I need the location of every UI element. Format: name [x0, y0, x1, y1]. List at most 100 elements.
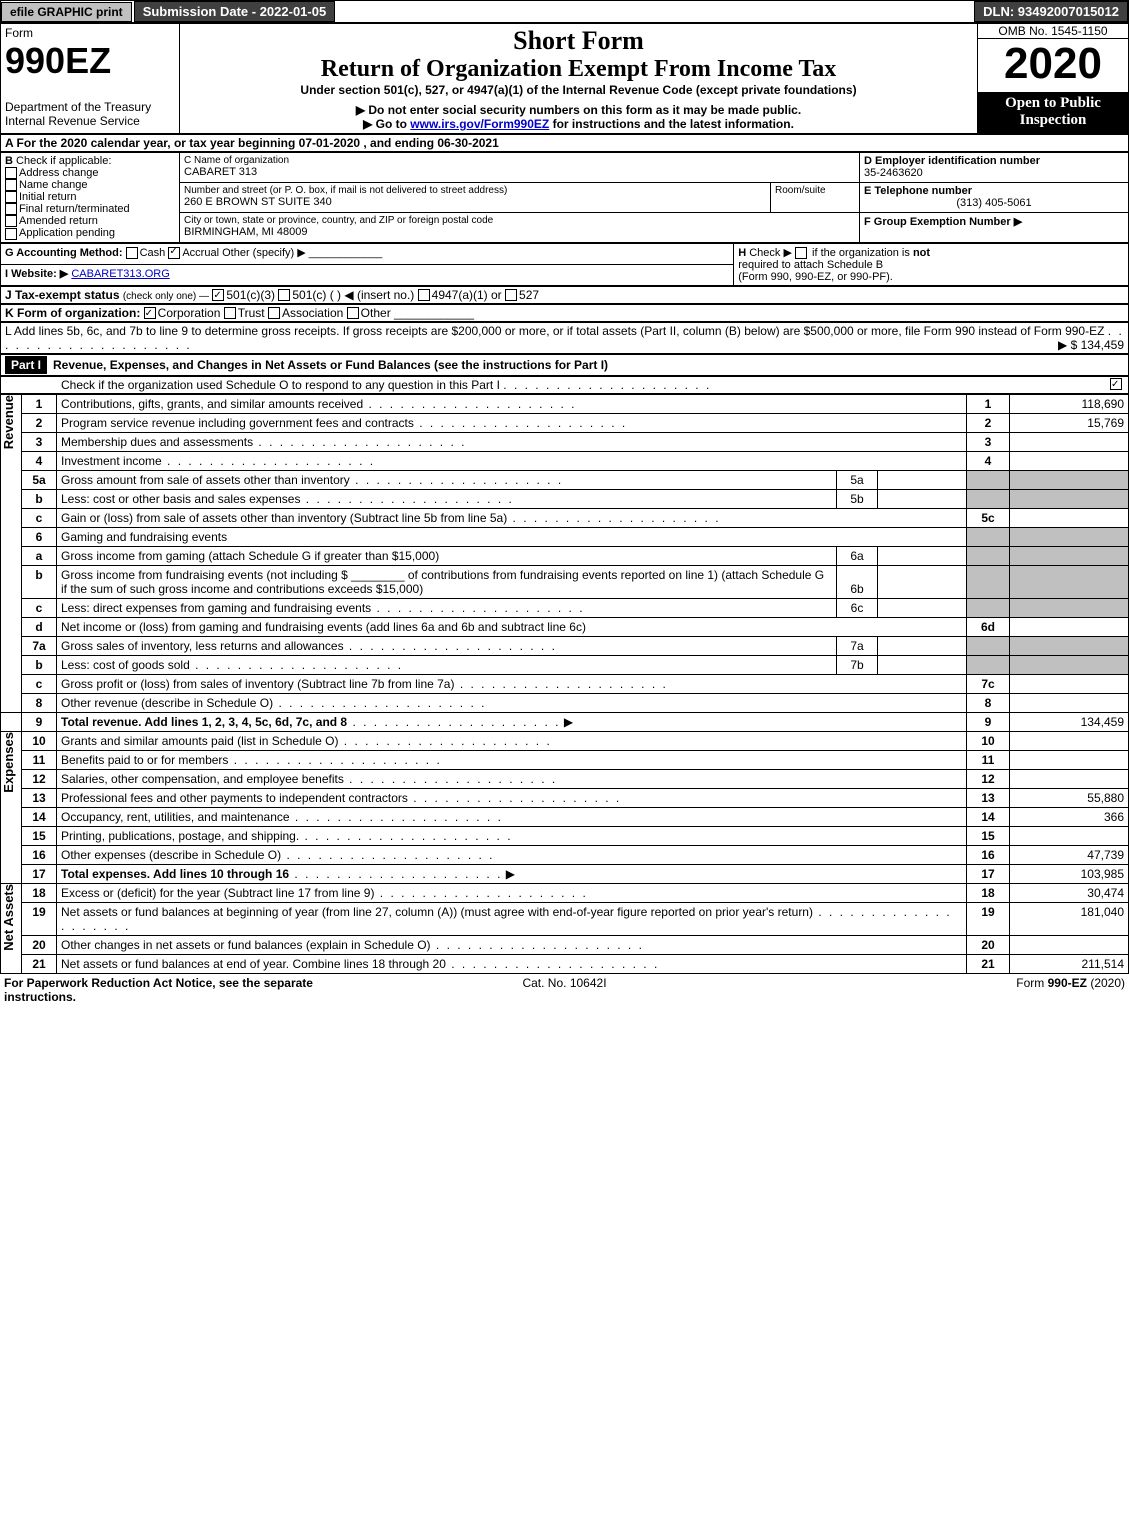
row-6c-num: c [22, 598, 57, 617]
row-5b-num: b [22, 489, 57, 508]
row-5a-subval [878, 470, 967, 489]
chk-schedule-b[interactable] [795, 247, 807, 259]
row-4-text: Investment income [61, 454, 162, 468]
row-13-text: Professional fees and other payments to … [61, 791, 408, 805]
org-name: CABARET 313 [184, 166, 855, 178]
row-8-ln: 8 [967, 693, 1010, 712]
opt-initial-return: Initial return [19, 191, 76, 203]
row-16-ln: 16 [967, 845, 1010, 864]
street-value: 260 E BROWN ST SUITE 340 [184, 196, 766, 208]
row-14-val: 366 [1010, 807, 1129, 826]
footer-right-post: (2020) [1087, 976, 1125, 990]
row-6a-sub: 6a [837, 546, 878, 565]
row-14-ln: 14 [967, 807, 1010, 826]
opt-accrual: Accrual [182, 247, 219, 259]
opt-app-pending: Application pending [19, 227, 115, 239]
row-6b-text1: Gross income from fundraising events (no… [61, 568, 348, 582]
part1-check-o: Check if the organization used Schedule … [0, 376, 1129, 394]
row-6d-text: Net income or (loss) from gaming and fun… [61, 620, 586, 634]
row-7c-val [1010, 674, 1129, 693]
chk-app-pending[interactable] [5, 228, 17, 240]
g-label: G Accounting Method: [5, 247, 123, 259]
chk-accrual[interactable] [168, 247, 180, 259]
ein-value: 35-2463620 [864, 167, 923, 179]
opt-address-change: Address change [19, 167, 99, 179]
chk-corp[interactable] [144, 307, 156, 319]
row-19-num: 19 [22, 902, 57, 935]
l-amount: ▶ $ 134,459 [1058, 338, 1124, 352]
part1-header: Part I Revenue, Expenses, and Changes in… [0, 354, 1129, 376]
chk-other-org[interactable] [347, 307, 359, 319]
row-21-val: 211,514 [1010, 954, 1129, 973]
row-11-ln: 11 [967, 750, 1010, 769]
goto-post: for instructions and the latest informat… [549, 117, 794, 131]
opt-final-return: Final return/terminated [19, 203, 130, 215]
goto-pre: ▶ Go to [363, 117, 410, 131]
chk-527[interactable] [505, 289, 517, 301]
row-16-num: 16 [22, 845, 57, 864]
row-7a-num: 7a [22, 636, 57, 655]
footer-right: Form 990-EZ (2020) [751, 976, 1125, 1004]
tax-year: 2020 [978, 39, 1128, 89]
row-6d-num: d [22, 617, 57, 636]
row-11-num: 11 [22, 750, 57, 769]
chk-initial-return[interactable] [5, 191, 17, 203]
top-bar: efile GRAPHIC print Submission Date - 20… [0, 0, 1129, 23]
row-2-ln: 2 [967, 413, 1010, 432]
check-if-applicable: Check if applicable: [16, 155, 111, 167]
row-14-num: 14 [22, 807, 57, 826]
chk-501c3[interactable] [212, 289, 224, 301]
row-19-ln: 19 [967, 902, 1010, 935]
chk-501c[interactable] [278, 289, 290, 301]
row-3-val [1010, 432, 1129, 451]
row-6-text: Gaming and fundraising events [57, 527, 967, 546]
chk-final-return[interactable] [5, 203, 17, 215]
row-4-ln: 4 [967, 451, 1010, 470]
row-10-ln: 10 [967, 731, 1010, 750]
row-6a-num: a [22, 546, 57, 565]
chk-amended[interactable] [5, 215, 17, 227]
box-b-label: B [5, 155, 13, 167]
chk-assoc[interactable] [268, 307, 280, 319]
row-15-num: 15 [22, 826, 57, 845]
row-3-num: 3 [22, 432, 57, 451]
main-title: Return of Organization Exempt From Incom… [184, 56, 973, 83]
row-5c-num: c [22, 508, 57, 527]
form-word: Form [5, 26, 175, 40]
website-link[interactable]: CABARET313.ORG [71, 268, 169, 280]
row-9-val: 134,459 [1010, 712, 1129, 731]
row-7c-num: c [22, 674, 57, 693]
chk-trust[interactable] [224, 307, 236, 319]
f-group-exemption: F Group Exemption Number ▶ [864, 216, 1022, 228]
row-6a-text: Gross income from gaming (attach Schedul… [61, 549, 439, 563]
opt-name-change: Name change [19, 179, 88, 191]
under-section: Under section 501(c), 527, or 4947(a)(1)… [184, 83, 973, 97]
h-req: required to attach Schedule B [738, 259, 883, 271]
street-label: Number and street (or P. O. box, if mail… [184, 185, 766, 196]
row-2-num: 2 [22, 413, 57, 432]
chk-address-change[interactable] [5, 167, 17, 179]
opt-other-org: Other [361, 306, 391, 320]
row-10-val [1010, 731, 1129, 750]
row-6c-sub: 6c [837, 598, 878, 617]
row-18-ln: 18 [967, 883, 1010, 902]
chk-name-change[interactable] [5, 179, 17, 191]
k-label: K Form of organization: [5, 306, 140, 320]
row-21-num: 21 [22, 954, 57, 973]
row-9-num: 9 [22, 712, 57, 731]
line-k: K Form of organization: Corporation Trus… [0, 304, 1129, 322]
chk-4947[interactable] [418, 289, 430, 301]
row-12-num: 12 [22, 769, 57, 788]
row-5b-subval [878, 489, 967, 508]
efile-print-button[interactable]: efile GRAPHIC print [1, 2, 132, 22]
row-7b-text: Less: cost of goods sold [61, 658, 190, 672]
footer-right-pre: Form [1016, 976, 1047, 990]
irs-link[interactable]: www.irs.gov/Form990EZ [410, 117, 549, 131]
row-15-ln: 15 [967, 826, 1010, 845]
i-website-label: I Website: ▶ [5, 268, 68, 280]
chk-cash[interactable] [126, 247, 138, 259]
chk-schedule-o[interactable] [1110, 378, 1122, 390]
short-form-title: Short Form [184, 26, 973, 56]
row-8-text: Other revenue (describe in Schedule O) [61, 696, 273, 710]
row-7a-sub: 7a [837, 636, 878, 655]
